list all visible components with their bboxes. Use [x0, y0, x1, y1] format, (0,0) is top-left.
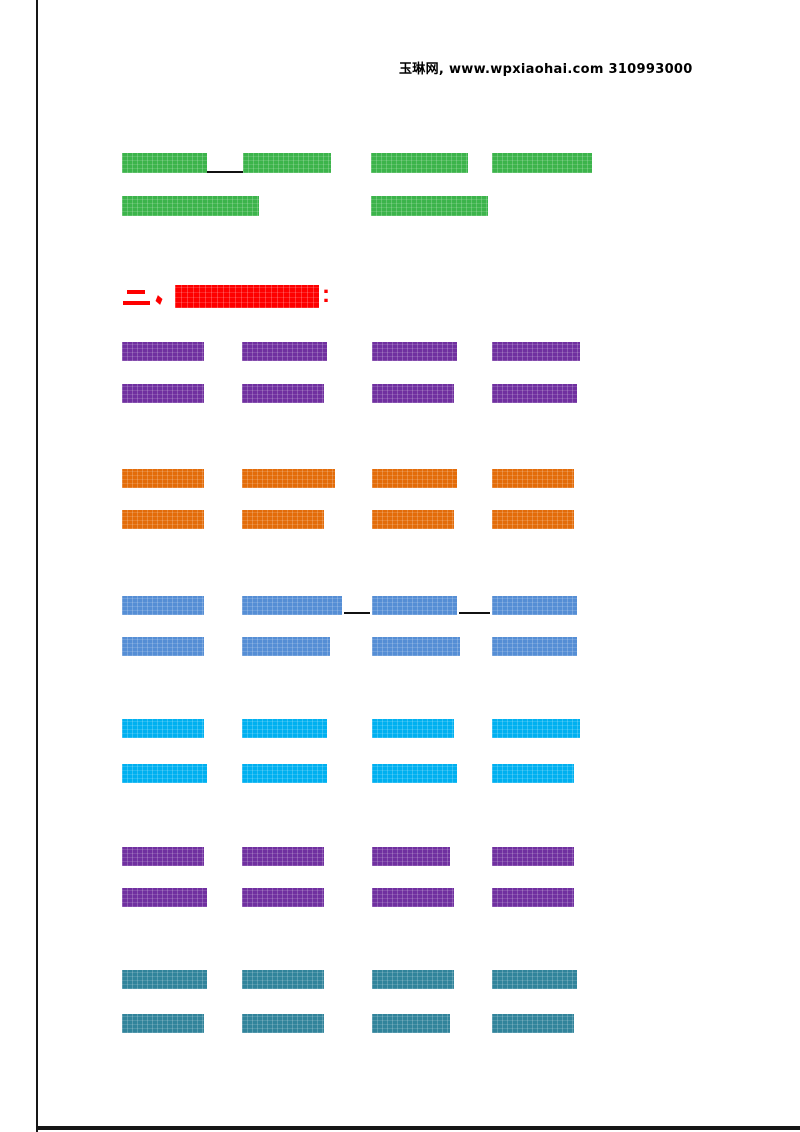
- steelblue-words-block: [372, 637, 460, 656]
- page-header-watermark: 玉琳网, www.wpxiaohai.com 310993000: [399, 62, 693, 77]
- green-words-block: [492, 153, 592, 173]
- purple-words-2-block: [122, 888, 207, 907]
- cyan-words-block: [372, 719, 454, 738]
- teal-words-block: [122, 970, 207, 989]
- teal-words-block: [492, 1014, 574, 1033]
- steelblue-words-block: [372, 596, 457, 615]
- orange-words-block: [242, 469, 335, 488]
- cyan-words-block: [492, 719, 580, 738]
- green-words-block: [371, 196, 488, 216]
- purple-words-2-block: [492, 888, 574, 907]
- cyan-words-block: [122, 719, 204, 738]
- steelblue-words-block: [492, 596, 577, 615]
- teal-words-block: [372, 1014, 450, 1033]
- purple-words-1-block: [122, 384, 204, 403]
- purple-words-1-block: [242, 342, 327, 361]
- purple-words-2-block: [242, 847, 324, 866]
- teal-words-block: [122, 1014, 204, 1033]
- purple-words-2-block: [122, 847, 204, 866]
- fill-in-underline: [459, 612, 490, 614]
- section-number: [122, 286, 166, 310]
- purple-words-2-block: [492, 847, 574, 866]
- orange-words-block: [242, 510, 324, 529]
- purple-words-1-block: [242, 384, 324, 403]
- purple-words-1-block: [372, 342, 457, 361]
- purple-words-2-block: [242, 888, 324, 907]
- green-words-block: [243, 153, 331, 173]
- steelblue-words-block: [242, 596, 342, 615]
- cyan-words-block: [372, 764, 457, 783]
- teal-words-block: [372, 970, 454, 989]
- teal-words-block: [242, 1014, 324, 1033]
- orange-words-block: [372, 469, 457, 488]
- section-number-comma: [155, 295, 163, 305]
- fill-in-underline: [207, 171, 243, 173]
- purple-words-1-block: [122, 342, 204, 361]
- purple-words-1-block: [492, 342, 580, 361]
- orange-words-block: [122, 510, 204, 529]
- teal-words-block: [242, 970, 324, 989]
- cyan-words-block: [122, 764, 207, 783]
- scan-left-border: [36, 0, 38, 1132]
- steelblue-words-block: [122, 596, 204, 615]
- purple-words-2-block: [372, 888, 454, 907]
- cyan-words-block: [242, 719, 327, 738]
- teal-words-block: [492, 970, 577, 989]
- purple-words-2-block: [372, 847, 450, 866]
- scan-bottom-border: [36, 1126, 800, 1130]
- section-title-colon: :: [322, 281, 330, 308]
- cyan-words-block: [492, 764, 574, 783]
- purple-words-1-block: [492, 384, 577, 403]
- purple-words-1-block: [372, 384, 454, 403]
- steelblue-words-block: [242, 637, 330, 656]
- steelblue-words-block: [492, 637, 577, 656]
- orange-words-block: [492, 510, 574, 529]
- section-number-stroke: [123, 301, 150, 305]
- orange-words-block: [372, 510, 454, 529]
- section-title-highlight: [175, 285, 319, 308]
- cyan-words-block: [242, 764, 327, 783]
- orange-words-block: [492, 469, 574, 488]
- green-words-block: [122, 153, 207, 173]
- section-number-stroke: [127, 290, 145, 294]
- fill-in-underline: [344, 612, 370, 614]
- steelblue-words-block: [122, 637, 204, 656]
- green-words-block: [122, 196, 259, 216]
- green-words-block: [371, 153, 468, 173]
- orange-words-block: [122, 469, 204, 488]
